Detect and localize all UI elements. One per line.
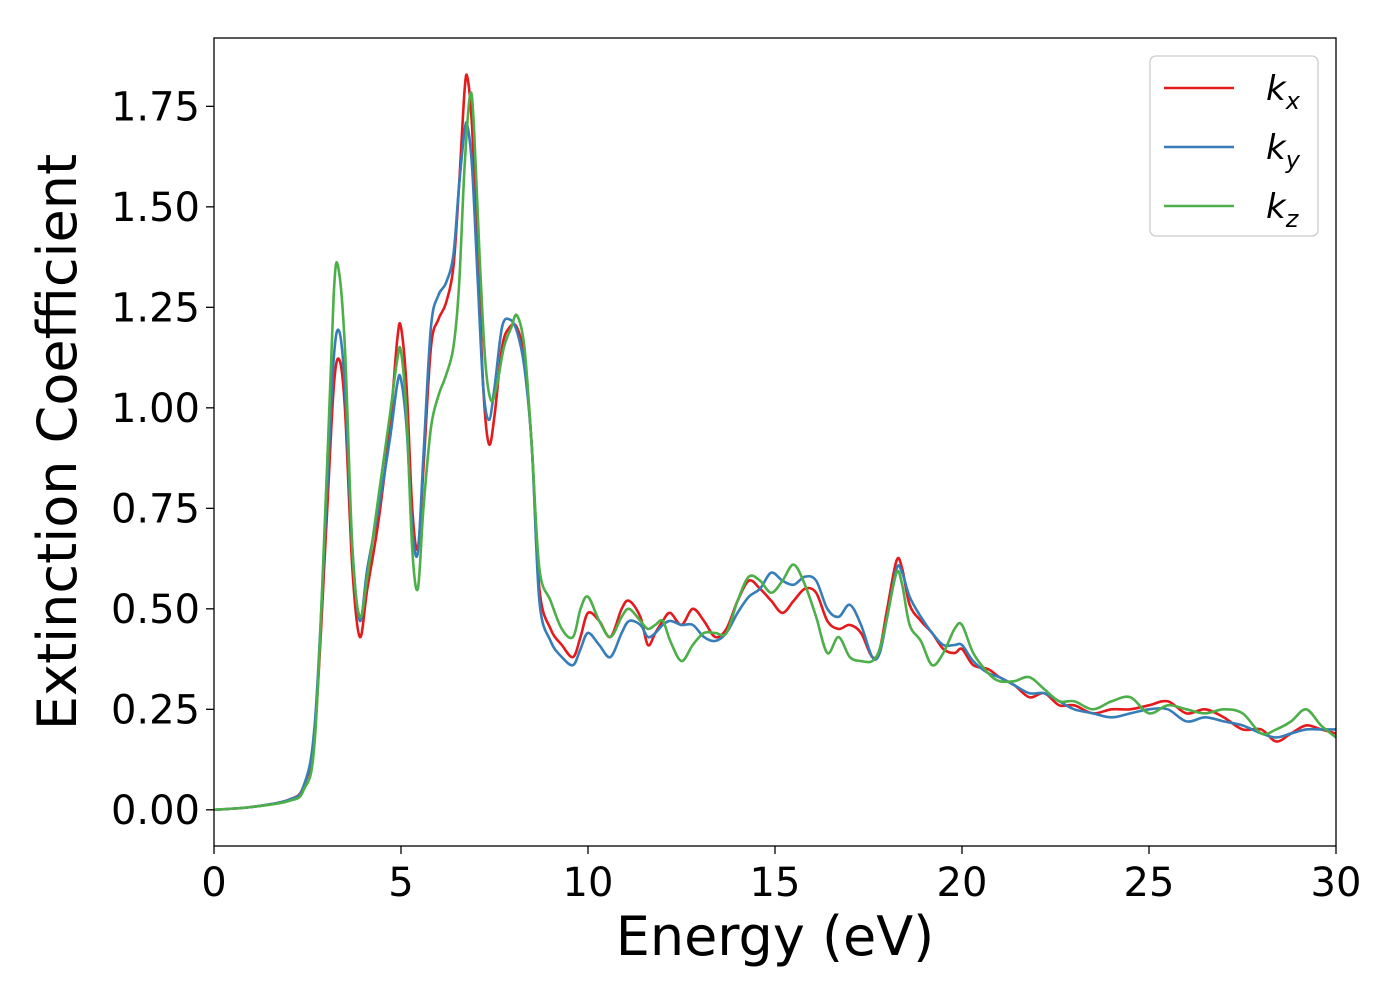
y-tick-label: 0.75	[111, 486, 200, 532]
x-tick-label: 30	[1311, 860, 1362, 906]
x-axis: 0 5 10 15 20 25 30	[201, 846, 1361, 906]
x-tick-label: 0	[201, 860, 226, 906]
x-tick-label: 5	[388, 860, 413, 906]
y-tick-label: 1.75	[111, 84, 200, 130]
legend-item-kz: kz	[1164, 187, 1300, 233]
legend-item-kx: kx	[1164, 69, 1301, 115]
legend-label: kz	[1266, 187, 1300, 233]
x-axis-label: Energy (eV)	[616, 905, 935, 968]
series-lines	[214, 73, 1336, 812]
legend: kx ky kz	[1149, 55, 1319, 237]
series-line-kz	[214, 91, 1336, 812]
x-tick-label: 25	[1124, 860, 1175, 906]
y-tick-label: 0.00	[111, 788, 200, 834]
y-tick-label: 0.50	[111, 587, 200, 633]
y-axis-label: Extinction Coefficient	[26, 154, 89, 730]
legend-label: kx	[1266, 69, 1301, 115]
y-tick-label: 0.25	[111, 687, 200, 733]
series-line-kx	[214, 73, 1336, 812]
x-tick-label: 15	[750, 860, 801, 906]
legend-item-ky: ky	[1164, 128, 1301, 174]
plot-area	[213, 37, 1337, 847]
y-tick-label: 1.25	[111, 285, 200, 331]
legend-label: ky	[1266, 128, 1301, 174]
x-tick-label: 10	[563, 860, 614, 906]
x-tick-label: 20	[937, 860, 988, 906]
y-tick-label: 1.00	[111, 386, 200, 432]
y-axis: 0.00 0.25 0.50 0.75 1.00 1.25 1.50 1.75	[111, 84, 214, 834]
y-tick-label: 1.50	[111, 185, 200, 231]
